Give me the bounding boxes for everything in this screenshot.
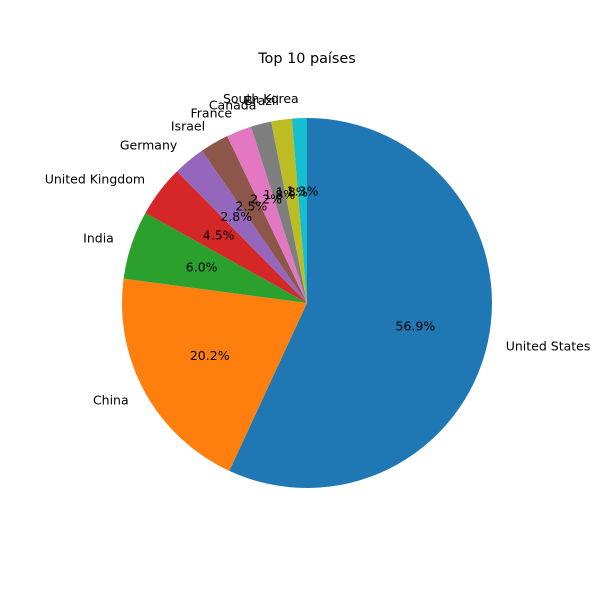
slice-category-label: South Korea <box>223 91 299 106</box>
pie-slices <box>122 118 493 488</box>
pie-slice-france <box>227 126 307 303</box>
pie-slice-china <box>122 278 307 471</box>
slice-category-label: France <box>191 105 233 120</box>
pie-slice-south-korea <box>291 118 307 303</box>
pie-slice-canada <box>250 121 307 303</box>
slice-category-label: Israel <box>171 118 205 133</box>
pie-slice-brazil <box>271 118 307 303</box>
slice-percent-label: 2.5% <box>236 198 268 213</box>
slice-percent-label: 2.8% <box>220 209 252 224</box>
pie-slice-united-states <box>229 118 493 488</box>
slice-percent-label: 20.2% <box>190 348 230 363</box>
slice-category-label: United States <box>506 338 591 353</box>
slice-category-label: India <box>83 230 114 245</box>
slice-percent-label: 56.9% <box>396 318 436 333</box>
pie-slice-germany <box>177 150 307 303</box>
slice-percent-label: 1.8% <box>276 185 308 200</box>
chart-title: Top 10 países <box>257 51 356 67</box>
slice-percent-label: 4.5% <box>203 227 235 242</box>
pie-slice-united-kingdom <box>145 171 307 303</box>
pie-labels: United States 56.9% China 20.2% India 6.0% Uni… <box>45 91 591 407</box>
slice-category-label: United Kingdom <box>45 171 145 186</box>
pie-slice-india <box>123 212 307 303</box>
slice-category-label: Germany <box>120 138 178 153</box>
slice-category-label: Brazil <box>244 93 279 108</box>
slice-percent-label: 6.0% <box>186 260 218 275</box>
slice-category-label: China <box>93 393 129 408</box>
slice-percent-label: 1.8% <box>264 187 296 202</box>
slice-percent-label: 1.3% <box>287 184 319 199</box>
slice-category-label: Canada <box>209 97 257 112</box>
pie-slice-israel <box>202 136 307 303</box>
slice-percent-label: 2.2% <box>250 191 282 206</box>
